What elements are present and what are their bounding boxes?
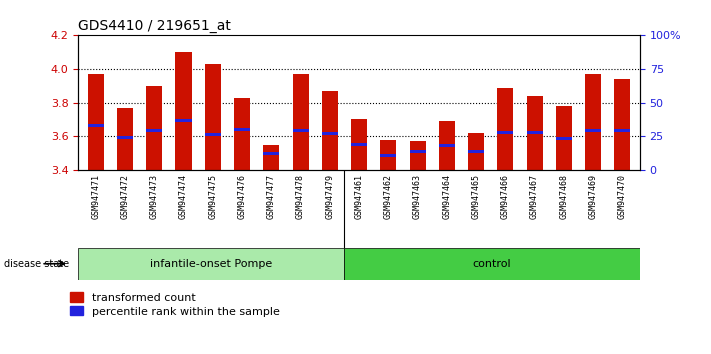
Text: GSM947470: GSM947470 xyxy=(618,174,627,219)
Bar xyxy=(263,145,279,170)
Bar xyxy=(176,52,191,170)
Text: GSM947473: GSM947473 xyxy=(150,174,159,219)
Bar xyxy=(497,87,513,170)
Bar xyxy=(380,154,396,158)
Bar xyxy=(614,79,631,170)
Text: GSM947477: GSM947477 xyxy=(267,174,276,219)
Bar xyxy=(205,133,221,136)
Bar xyxy=(322,91,338,170)
Bar xyxy=(585,129,601,132)
Bar xyxy=(78,248,344,280)
Bar xyxy=(527,96,542,170)
Bar xyxy=(176,119,191,122)
Text: control: control xyxy=(473,259,511,269)
Text: infantile-onset Pompe: infantile-onset Pompe xyxy=(150,259,272,269)
Text: GSM947472: GSM947472 xyxy=(121,174,129,219)
Bar xyxy=(351,143,367,146)
Bar xyxy=(556,137,572,140)
Text: GSM947471: GSM947471 xyxy=(91,174,100,219)
Text: GSM947463: GSM947463 xyxy=(413,174,422,219)
Text: GSM947474: GSM947474 xyxy=(179,174,188,219)
Text: GSM947468: GSM947468 xyxy=(560,174,568,219)
Bar xyxy=(263,152,279,155)
Bar xyxy=(205,64,221,170)
Text: GSM947466: GSM947466 xyxy=(501,174,510,219)
Bar xyxy=(556,106,572,170)
Bar xyxy=(87,74,104,170)
Text: GSM947469: GSM947469 xyxy=(589,174,597,219)
Bar xyxy=(439,121,455,170)
Bar xyxy=(117,108,133,170)
Bar xyxy=(351,119,367,170)
Bar xyxy=(146,129,162,132)
Bar xyxy=(439,144,455,147)
Text: GDS4410 / 219651_at: GDS4410 / 219651_at xyxy=(78,19,231,33)
Bar xyxy=(527,131,542,133)
Bar xyxy=(410,150,426,153)
Bar xyxy=(468,150,484,153)
Bar xyxy=(410,141,426,170)
Text: GSM947465: GSM947465 xyxy=(471,174,481,219)
Bar xyxy=(234,128,250,131)
Text: GSM947467: GSM947467 xyxy=(530,174,539,219)
Bar xyxy=(380,139,396,170)
Bar xyxy=(234,98,250,170)
Bar xyxy=(322,132,338,135)
Text: GSM947475: GSM947475 xyxy=(208,174,218,219)
Text: GSM947476: GSM947476 xyxy=(237,174,247,219)
Legend: transformed count, percentile rank within the sample: transformed count, percentile rank withi… xyxy=(70,292,279,316)
Text: GSM947461: GSM947461 xyxy=(355,174,363,219)
Bar xyxy=(292,74,309,170)
Text: GSM947464: GSM947464 xyxy=(442,174,451,219)
Text: GSM947479: GSM947479 xyxy=(326,174,334,219)
Bar xyxy=(497,131,513,135)
Text: GSM947462: GSM947462 xyxy=(384,174,392,219)
Bar xyxy=(585,74,601,170)
Text: GSM947478: GSM947478 xyxy=(296,174,305,219)
Bar xyxy=(468,133,484,170)
Text: disease state: disease state xyxy=(4,259,69,269)
Bar xyxy=(292,129,309,132)
Bar xyxy=(614,129,631,132)
Bar xyxy=(344,248,640,280)
Bar xyxy=(87,124,104,127)
Bar xyxy=(117,136,133,139)
Bar xyxy=(146,86,162,170)
